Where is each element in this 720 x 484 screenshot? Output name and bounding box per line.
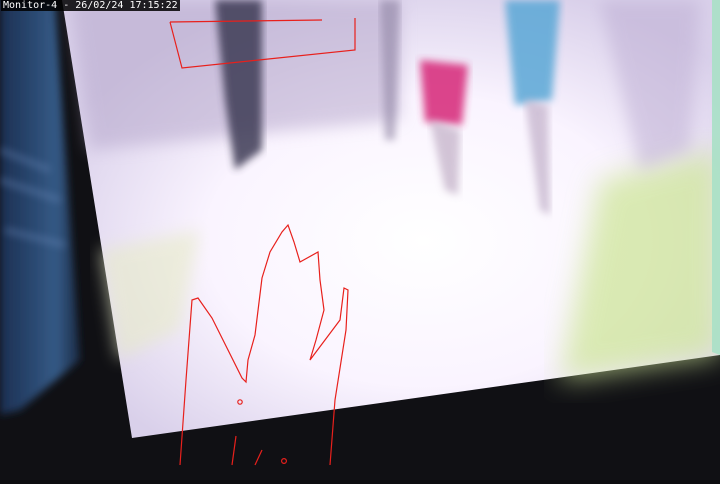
osd-separator: -	[57, 0, 76, 11]
blurred-crowd-right	[600, 0, 700, 170]
screen-green-tint	[560, 150, 720, 380]
osd-time: 17:15:22	[129, 0, 178, 11]
camera-osd-timestamp: Monitor-4 - 26/02/24 17:15:22	[1, 0, 180, 11]
red-annotations	[169, 18, 356, 466]
left-monitor-blue-screen	[0, 0, 80, 415]
red-stroke-2	[254, 449, 263, 466]
camera-label: Monitor-4	[3, 0, 58, 11]
blurred-legs-blue	[525, 100, 550, 215]
red-freehand-outline	[179, 223, 349, 466]
blurred-person-blue	[505, 0, 560, 105]
osd-date: 26/02/24	[75, 0, 124, 11]
left-monitor-glare	[0, 147, 66, 248]
red-small-circle	[281, 458, 288, 465]
screen-yellow-tint	[100, 230, 200, 360]
red-box-annotation	[169, 18, 356, 69]
filmed-screen	[62, 0, 720, 438]
blurred-legs-pink	[430, 120, 460, 195]
blurred-pole	[380, 0, 400, 140]
blurred-person-dark	[215, 0, 262, 170]
red-dot	[237, 399, 243, 405]
blurred-person-pink	[420, 60, 468, 125]
screen-edge-green	[712, 0, 720, 355]
red-stroke-1	[231, 435, 237, 466]
